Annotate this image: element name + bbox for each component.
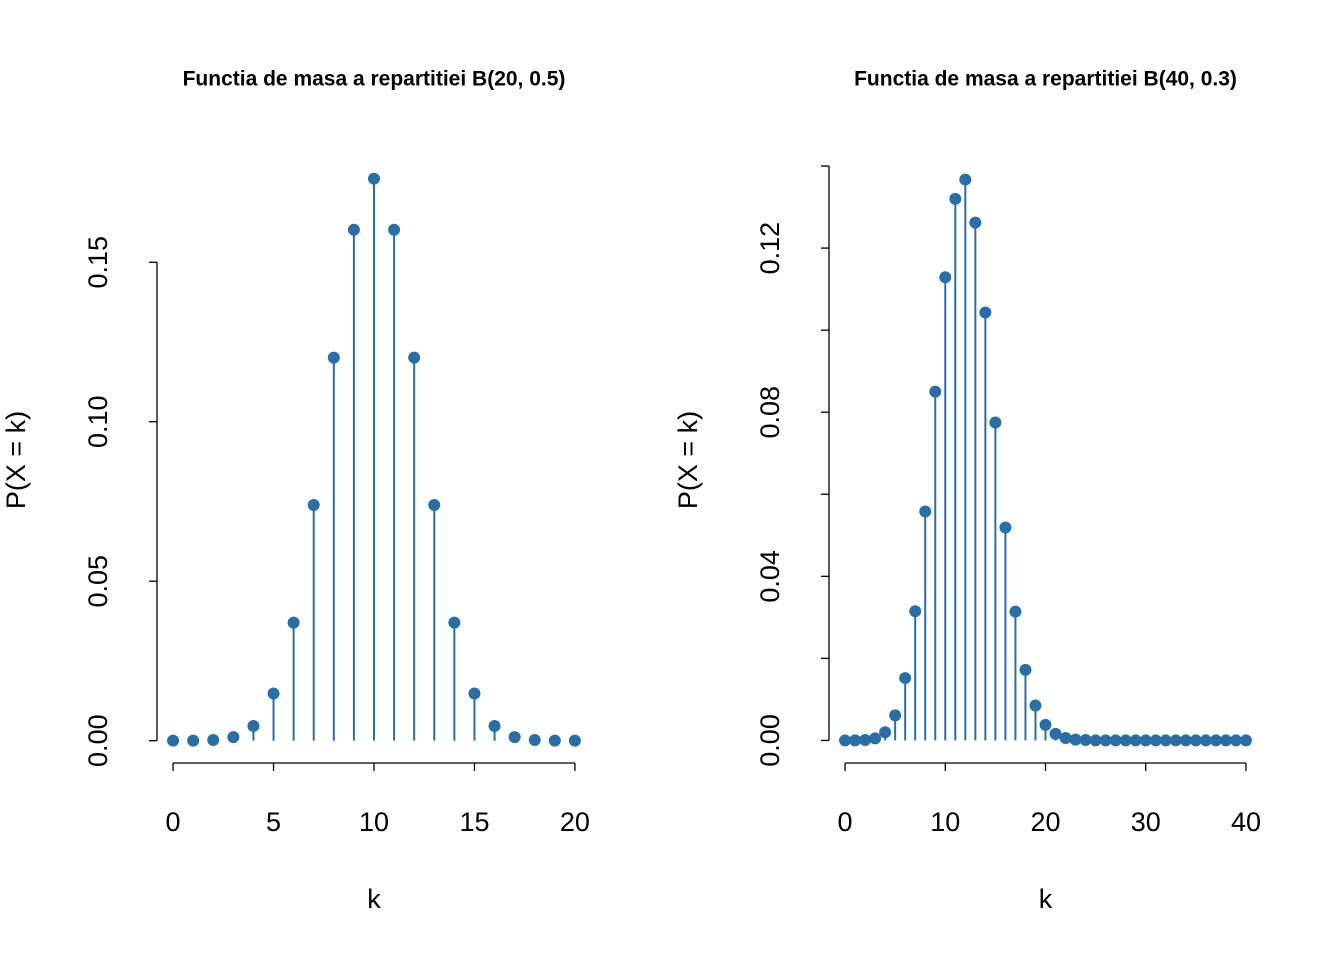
point	[849, 734, 862, 747]
y-axis-label: P(X = k)	[673, 411, 703, 509]
x-tick-label: 5	[266, 807, 281, 837]
point	[1149, 734, 1162, 747]
point	[508, 731, 521, 744]
point	[1239, 734, 1252, 747]
chart-title: Functia de masa a repartitiei B(40, 0.3)	[854, 68, 1237, 91]
point	[1209, 734, 1222, 747]
point	[1009, 605, 1022, 618]
point	[448, 616, 461, 629]
point	[959, 173, 972, 186]
point	[347, 223, 360, 236]
y-axis-label: P(X = k)	[1, 411, 31, 509]
point	[899, 672, 912, 685]
point	[969, 216, 982, 229]
point	[889, 709, 902, 722]
point	[1039, 718, 1052, 731]
point	[227, 731, 240, 744]
y-tick-label: 0.04	[755, 550, 785, 603]
point	[207, 734, 220, 747]
point	[939, 271, 952, 284]
point	[1119, 734, 1132, 747]
point	[368, 172, 380, 185]
x-tick-label: 0	[838, 807, 853, 837]
point	[1179, 734, 1192, 747]
point	[1229, 734, 1242, 747]
point	[1199, 734, 1212, 747]
point	[428, 498, 441, 511]
point	[327, 351, 340, 364]
x-tick-label: 40	[1231, 807, 1261, 837]
point	[408, 351, 421, 364]
point	[1079, 734, 1092, 747]
point	[187, 734, 200, 747]
point	[1059, 731, 1072, 744]
point	[1219, 734, 1232, 747]
point	[1089, 734, 1102, 747]
point	[167, 734, 180, 747]
point	[1139, 734, 1152, 747]
point	[869, 732, 882, 745]
y-tick-label: 0.08	[755, 386, 785, 439]
point	[1159, 734, 1172, 747]
x-tick-label: 10	[930, 807, 960, 837]
y-tick-label: 0.15	[83, 236, 113, 289]
point	[1069, 733, 1082, 746]
point	[949, 192, 962, 205]
point	[1019, 663, 1032, 676]
point	[839, 734, 852, 747]
point	[1049, 727, 1062, 740]
point	[879, 726, 892, 739]
point	[528, 734, 541, 747]
point	[979, 306, 992, 319]
point	[919, 505, 932, 518]
x-tick-label: 20	[1030, 807, 1060, 837]
point	[307, 498, 320, 511]
point	[548, 734, 561, 747]
point	[267, 687, 280, 700]
point	[909, 605, 922, 618]
x-axis-label: k	[367, 884, 381, 914]
point	[929, 385, 942, 398]
point	[1189, 734, 1202, 747]
x-tick-label: 15	[459, 807, 489, 837]
point	[388, 223, 401, 236]
point	[999, 521, 1012, 534]
y-tick-label: 0.00	[83, 714, 113, 767]
point	[468, 687, 481, 700]
point	[989, 416, 1002, 429]
y-tick-label: 0.05	[83, 555, 113, 608]
x-tick-label: 30	[1131, 807, 1161, 837]
point	[1169, 734, 1182, 747]
y-tick-label: 0.10	[83, 395, 113, 448]
point	[1029, 699, 1042, 712]
point	[287, 616, 300, 629]
point	[247, 720, 260, 733]
point	[1129, 734, 1142, 747]
point	[1099, 734, 1112, 747]
chart-title: Functia de masa a repartitiei B(20, 0.5)	[183, 68, 566, 91]
point	[488, 720, 501, 733]
point	[568, 734, 581, 747]
x-tick-label: 0	[166, 807, 181, 837]
y-tick-label: 0.00	[755, 714, 785, 767]
point	[859, 734, 872, 747]
x-tick-label: 20	[560, 807, 590, 837]
x-tick-label: 10	[359, 807, 389, 837]
y-tick-label: 0.12	[755, 222, 785, 275]
point	[1109, 734, 1122, 747]
x-axis-label: k	[1039, 884, 1053, 914]
